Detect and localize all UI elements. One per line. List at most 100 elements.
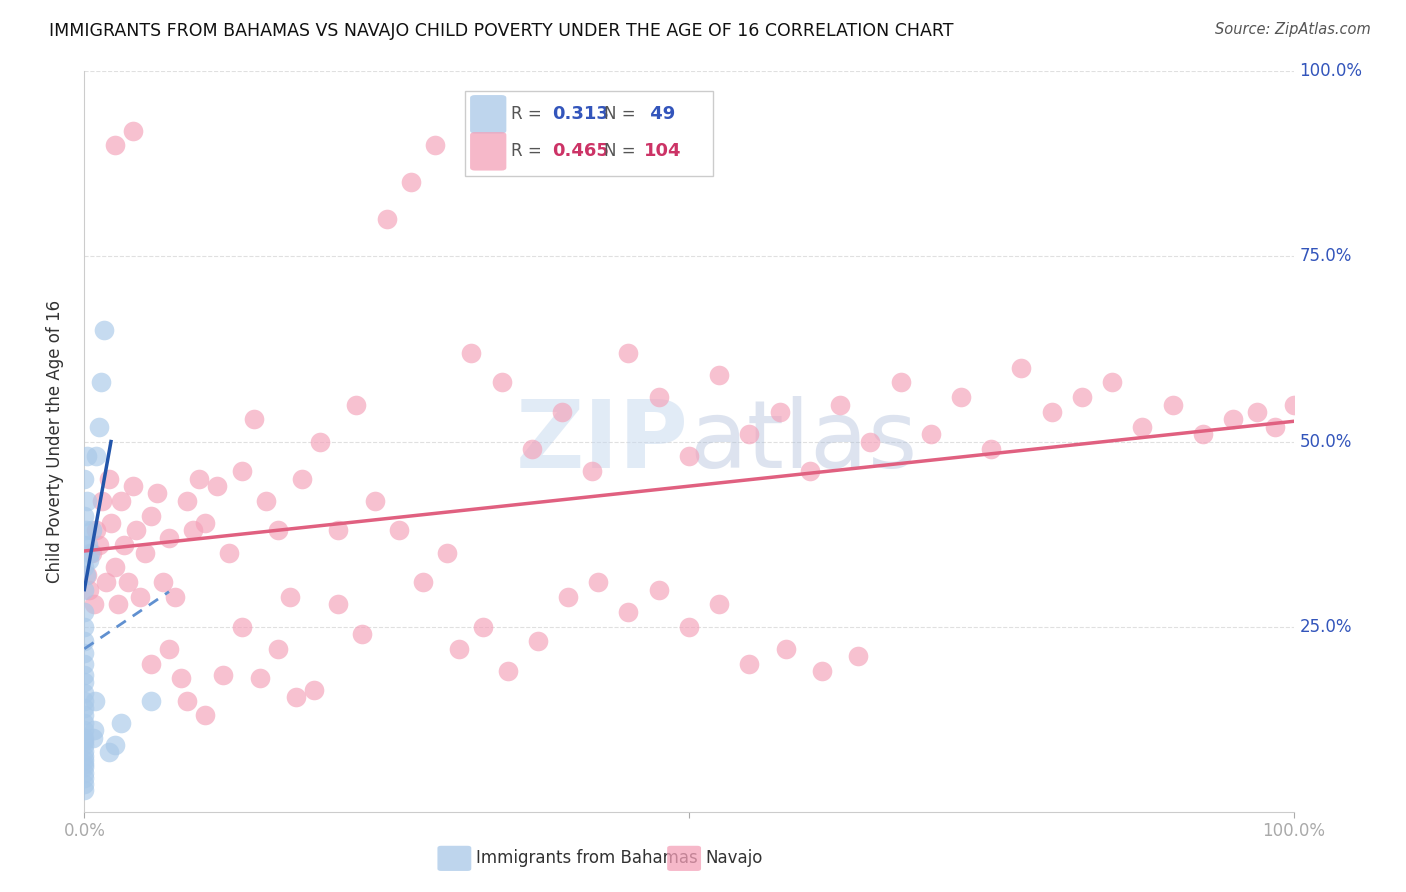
FancyBboxPatch shape (668, 846, 702, 871)
Point (73, 772, 96, 786)
Point (460, 345, 482, 359)
Point (77, 553, 100, 567)
Point (181, 524, 204, 538)
Text: IMMIGRANTS FROM BAHAMAS VS NAVAJO CHILD POVERTY UNDER THE AGE OF 16 CORRELATION : IMMIGRANTS FROM BAHAMAS VS NAVAJO CHILD … (49, 22, 953, 40)
Text: 75.0%: 75.0% (1299, 247, 1353, 266)
Point (399, 175, 422, 190)
Point (188, 471, 211, 485)
Point (920, 427, 942, 442)
Point (1161, 398, 1184, 412)
Point (738, 657, 761, 671)
Point (830, 398, 852, 412)
Point (709, 598, 731, 612)
Point (551, 405, 574, 419)
Point (769, 405, 792, 419)
Point (73, 760, 96, 774)
Point (134, 546, 156, 560)
Point (859, 434, 882, 449)
Point (1040, 405, 1063, 419)
Text: 25.0%: 25.0% (1299, 617, 1353, 636)
Point (73, 776, 96, 790)
Point (117, 575, 139, 590)
Point (110, 715, 132, 730)
Point (423, 138, 446, 153)
Text: 0.313: 0.313 (553, 105, 609, 123)
Point (254, 493, 277, 508)
Point (436, 546, 458, 560)
Point (557, 590, 579, 604)
Text: Source: ZipAtlas.com: Source: ZipAtlas.com (1215, 22, 1371, 37)
Text: ZIP: ZIP (516, 395, 689, 488)
Point (1101, 376, 1123, 390)
Point (170, 672, 193, 686)
Point (648, 582, 671, 597)
Point (73, 634, 96, 648)
Point (1071, 390, 1094, 404)
Text: 49: 49 (644, 105, 675, 123)
Point (520, 442, 543, 456)
Point (97, 746, 120, 760)
Point (278, 590, 301, 604)
Point (73, 694, 96, 708)
Point (80, 524, 103, 538)
Point (1011, 360, 1033, 375)
Point (73, 723, 96, 738)
Text: 100.0%: 100.0% (1299, 62, 1362, 80)
Point (157, 641, 180, 656)
Point (980, 442, 1002, 456)
Text: R =: R = (512, 143, 547, 161)
Point (73, 744, 96, 758)
Point (73, 667, 96, 681)
Point (75, 567, 97, 582)
Point (811, 664, 834, 678)
Point (90, 376, 112, 390)
Point (73, 582, 96, 597)
Point (73, 686, 96, 700)
Point (110, 493, 132, 508)
Point (125, 524, 148, 538)
Point (104, 138, 127, 153)
Point (1132, 419, 1154, 434)
Point (75, 524, 97, 538)
Point (73, 619, 96, 633)
Text: 104: 104 (644, 143, 682, 161)
Point (91, 493, 114, 508)
Point (83, 723, 105, 738)
Point (73, 646, 96, 660)
Point (291, 471, 314, 485)
Point (678, 450, 700, 464)
Point (302, 682, 325, 697)
FancyBboxPatch shape (437, 846, 471, 871)
Point (267, 524, 290, 538)
Point (83, 598, 105, 612)
Text: N =: N = (605, 105, 641, 123)
Point (194, 708, 217, 723)
Point (309, 434, 332, 449)
Point (77, 582, 100, 597)
Point (139, 657, 162, 671)
Point (76, 493, 98, 508)
Point (176, 493, 198, 508)
Point (152, 575, 174, 590)
Point (363, 493, 385, 508)
Point (139, 694, 162, 708)
FancyBboxPatch shape (465, 91, 713, 177)
Point (73, 756, 96, 771)
Point (73, 471, 96, 485)
Point (139, 508, 162, 523)
Point (1192, 427, 1215, 442)
Point (472, 619, 495, 633)
Point (352, 627, 374, 641)
Text: R =: R = (512, 105, 547, 123)
Point (176, 694, 198, 708)
Point (1246, 405, 1268, 419)
Text: atlas: atlas (689, 395, 917, 488)
Point (375, 212, 398, 227)
Point (157, 531, 180, 545)
Point (491, 376, 513, 390)
Point (76, 450, 98, 464)
Point (87, 419, 110, 434)
Point (249, 672, 271, 686)
Point (146, 486, 169, 500)
Point (97, 471, 120, 485)
